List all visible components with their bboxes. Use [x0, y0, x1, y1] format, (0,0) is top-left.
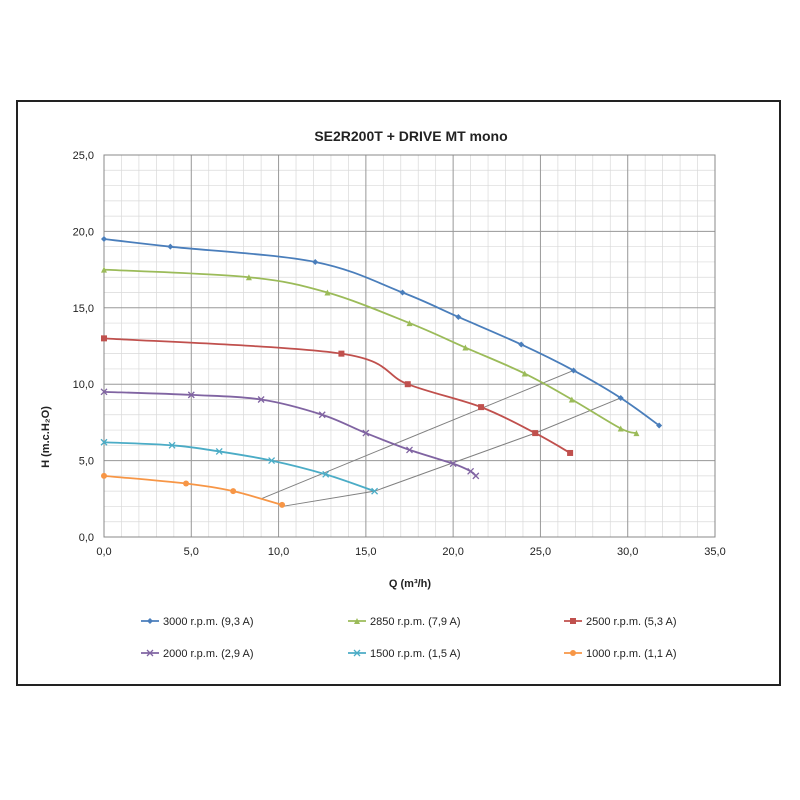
data-point [617, 425, 624, 432]
x-tick-label: 0,0 [96, 546, 111, 558]
x-tick-label: 25,0 [530, 546, 551, 558]
data-point [279, 501, 286, 508]
legend-swatch-marker [354, 618, 360, 624]
legend-label: 1500 r.p.m. (1,5 A) [370, 648, 461, 660]
series-line-4 [103, 390, 477, 477]
plot-background [104, 155, 715, 537]
data-point [521, 370, 528, 377]
series-line-1 [103, 238, 660, 427]
data-point [568, 396, 575, 403]
data-point [399, 289, 406, 296]
reference-line [260, 369, 574, 500]
data-point [101, 266, 107, 273]
legend-label: 2850 r.p.m. (7,9 A) [370, 616, 461, 628]
data-point [245, 274, 252, 281]
series-line-5 [103, 441, 375, 493]
data-point [617, 394, 624, 401]
data-point [324, 289, 331, 296]
legend-label: 2000 r.p.m. (2,9 A) [163, 648, 254, 660]
data-point [406, 320, 413, 327]
data-point [404, 381, 411, 388]
data-point [338, 350, 345, 357]
legend-swatch-marker [147, 618, 153, 624]
series-line-6 [103, 474, 283, 506]
data-point [472, 472, 480, 480]
data-point [633, 430, 640, 437]
data-point [449, 460, 457, 468]
legend-swatch-marker [146, 649, 154, 657]
data-point [100, 438, 108, 446]
chart-frame: SE2R200T + DRIVE MT mono Q (m³/h) H (m.c… [16, 100, 781, 686]
legend-swatch-marker [353, 649, 361, 657]
y-tick-label: 5,0 [79, 456, 94, 468]
x-tick-label: 20,0 [442, 546, 463, 558]
data-point [101, 236, 107, 243]
x-tick-label: 30,0 [617, 546, 638, 558]
data-point [168, 441, 176, 449]
data-point [312, 258, 319, 265]
legend-label: 1000 r.p.m. (1,1 A) [586, 648, 677, 660]
y-tick-label: 0,0 [79, 532, 94, 544]
data-point [101, 472, 107, 479]
x-axis-label: Q (m³/h) [389, 578, 431, 590]
chart-title: SE2R200T + DRIVE MT mono [314, 128, 507, 144]
plot-border [103, 154, 716, 538]
data-point [371, 487, 379, 495]
x-tick-label: 5,0 [184, 546, 199, 558]
data-point [532, 430, 539, 437]
y-tick-label: 20,0 [73, 226, 94, 238]
data-point [101, 335, 107, 342]
legend-label: 3000 r.p.m. (9,3 A) [163, 616, 254, 628]
data-point [570, 367, 577, 374]
data-point [187, 391, 195, 399]
y-tick-label: 15,0 [73, 303, 94, 315]
data-point [167, 243, 174, 250]
data-point [268, 457, 276, 465]
legend-swatch-marker [570, 618, 576, 624]
y-axis-label: H (m.c.H₂O) [40, 406, 52, 468]
data-point [567, 449, 574, 456]
chart: SE2R200T + DRIVE MT mono Q (m³/h) H (m.c… [40, 128, 726, 660]
legend: 3000 r.p.m. (9,3 A) 2850 r.p.m. (7,9 A) 25… [141, 616, 677, 660]
data-point [462, 344, 469, 351]
x-tick-label: 10,0 [268, 546, 289, 558]
data-point [518, 341, 525, 348]
data-point [406, 446, 413, 454]
data-point [322, 470, 330, 478]
x-tick-label: 35,0 [704, 546, 725, 558]
legend-swatch-marker [570, 650, 576, 656]
data-point [362, 429, 370, 437]
data-point [257, 396, 265, 403]
data-point [230, 488, 237, 495]
x-tick-label: 15,0 [355, 546, 376, 558]
data-point [656, 422, 663, 429]
data-point [478, 404, 485, 411]
data-point [183, 480, 190, 487]
legend-label: 2500 r.p.m. (5,3 A) [586, 616, 677, 628]
data-point [318, 411, 326, 419]
data-point [215, 447, 223, 455]
y-tick-label: 10,0 [73, 379, 94, 391]
y-tick-label: 25,0 [73, 150, 94, 162]
data-point [100, 388, 108, 396]
plot-area: 0,0 5,0 10,0 15,0 20,0 25,0 30,0 35,0 0,0 5,0 10,0… [73, 150, 726, 558]
data-point [455, 313, 462, 320]
